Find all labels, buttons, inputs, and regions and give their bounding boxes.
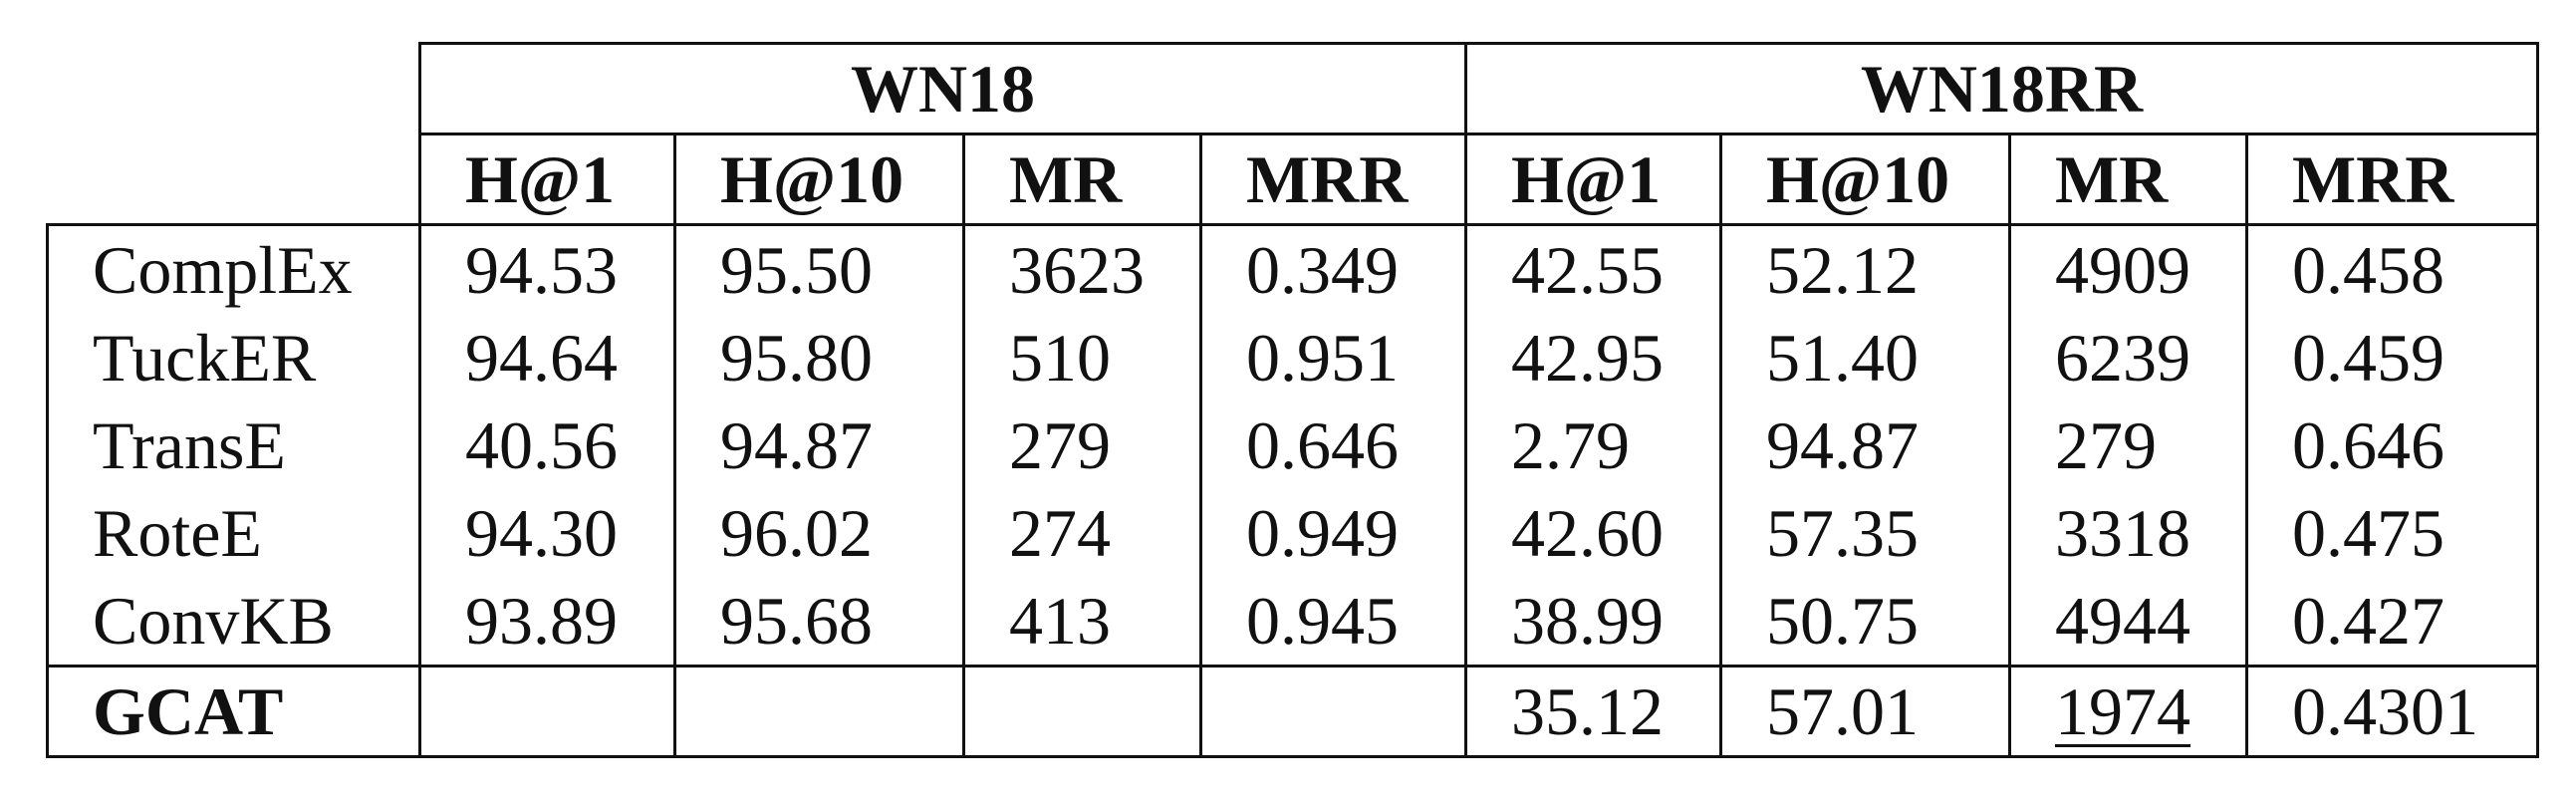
table-cell: 52.12 bbox=[1719, 223, 2011, 314]
table-cell: 51.40 bbox=[1719, 314, 2011, 402]
table-cell: 4944 bbox=[2008, 577, 2248, 667]
table-cell: 95.68 bbox=[673, 577, 965, 667]
metric-header-h10: H@10 bbox=[673, 133, 965, 226]
table-row: ConvKB 93.89 95.68 413 0.945 38.99 50.75… bbox=[46, 577, 2539, 667]
table-cell: 3318 bbox=[2008, 489, 2248, 577]
table-cell: 42.60 bbox=[1464, 489, 1722, 577]
table-cell: 95.80 bbox=[673, 314, 965, 402]
metric-header-h1: H@1 bbox=[418, 133, 676, 226]
table-cell: 0.458 bbox=[2245, 223, 2539, 314]
table-cell: 93.89 bbox=[418, 577, 676, 667]
table-cell: 0.646 bbox=[1199, 402, 1467, 489]
group-header-row: WN18 WN18RR bbox=[47, 42, 2539, 135]
table-row: TransE 40.56 94.87 279 0.646 2.79 94.87 … bbox=[46, 402, 2539, 489]
table-cell: 94.64 bbox=[418, 314, 676, 402]
table-cell: 413 bbox=[962, 577, 1202, 667]
table-cell: 42.95 bbox=[1464, 314, 1722, 402]
group-header-wn18: WN18 bbox=[418, 42, 1467, 135]
results-table: WN18 WN18RR H@1 H@10 MR MRR H@1 H@10 MR … bbox=[46, 42, 2539, 758]
table-cell: 1974 bbox=[2008, 665, 2248, 758]
table-row: TuckER 94.64 95.80 510 0.951 42.95 51.40… bbox=[46, 314, 2539, 402]
metric-header-h1: H@1 bbox=[1464, 133, 1722, 226]
table-cell: 0.945 bbox=[1199, 577, 1467, 667]
metric-header-mr: MR bbox=[962, 133, 1202, 226]
table-row: ComplEx 94.53 95.50 3623 0.349 42.55 52.… bbox=[46, 223, 2539, 314]
table-cell bbox=[962, 665, 1202, 758]
table-row: RoteE 94.30 96.02 274 0.949 42.60 57.35 … bbox=[46, 489, 2539, 577]
table-cell: 0.427 bbox=[2245, 577, 2539, 667]
model-name: TuckER bbox=[46, 314, 421, 402]
table-cell: 279 bbox=[2008, 402, 2248, 489]
table-cell: 40.56 bbox=[418, 402, 676, 489]
table-cell: 42.55 bbox=[1464, 223, 1722, 314]
table-cell: 6239 bbox=[2008, 314, 2248, 402]
table-cell: 57.35 bbox=[1719, 489, 2011, 577]
table-cell: 0.459 bbox=[2245, 314, 2539, 402]
model-name: ConvKB bbox=[46, 577, 421, 667]
metric-header-mrr: MRR bbox=[2245, 133, 2539, 226]
metric-header-mr: MR bbox=[2008, 133, 2248, 226]
table-cell: 279 bbox=[962, 402, 1202, 489]
metric-header-row: H@1 H@10 MR MRR H@1 H@10 MR MRR bbox=[47, 133, 2539, 226]
table-cell: 0.949 bbox=[1199, 489, 1467, 577]
table-cell: 0.4301 bbox=[2245, 665, 2539, 758]
group-header-wn18rr: WN18RR bbox=[1464, 42, 2539, 135]
table-cell: 94.87 bbox=[673, 402, 965, 489]
table-cell: 274 bbox=[962, 489, 1202, 577]
metric-header-mrr: MRR bbox=[1199, 133, 1467, 226]
table-row: GCAT 35.12 57.01 1974 0.4301 bbox=[46, 665, 2539, 758]
table-cell bbox=[418, 665, 676, 758]
underlined-value: 1974 bbox=[2055, 673, 2190, 749]
table-cell bbox=[1199, 665, 1467, 758]
table-cell: 4909 bbox=[2008, 223, 2248, 314]
table-cell: 510 bbox=[962, 314, 1202, 402]
model-name: ComplEx bbox=[46, 223, 421, 314]
table-cell: 94.30 bbox=[418, 489, 676, 577]
table-cell: 57.01 bbox=[1719, 665, 2011, 758]
table-cell: 0.349 bbox=[1199, 223, 1467, 314]
model-name: GCAT bbox=[46, 665, 421, 758]
table-cell: 3623 bbox=[962, 223, 1202, 314]
table-cell: 2.79 bbox=[1464, 402, 1722, 489]
table-cell: 50.75 bbox=[1719, 577, 2011, 667]
table-cell: 94.87 bbox=[1719, 402, 2011, 489]
model-name: RoteE bbox=[46, 489, 421, 577]
table-cell: 94.53 bbox=[418, 223, 676, 314]
empty-corner-2 bbox=[47, 134, 421, 226]
table-cell: 0.646 bbox=[2245, 402, 2539, 489]
table-cell: 35.12 bbox=[1464, 665, 1722, 758]
table-cell: 0.475 bbox=[2245, 489, 2539, 577]
table-cell bbox=[673, 665, 965, 758]
table-cell: 96.02 bbox=[673, 489, 965, 577]
model-name: TransE bbox=[46, 402, 421, 489]
table-cell: 95.50 bbox=[673, 223, 965, 314]
table-cell: 0.951 bbox=[1199, 314, 1467, 402]
metric-header-h10: H@10 bbox=[1719, 133, 2011, 226]
table-cell: 38.99 bbox=[1464, 577, 1722, 667]
empty-corner bbox=[47, 43, 421, 134]
